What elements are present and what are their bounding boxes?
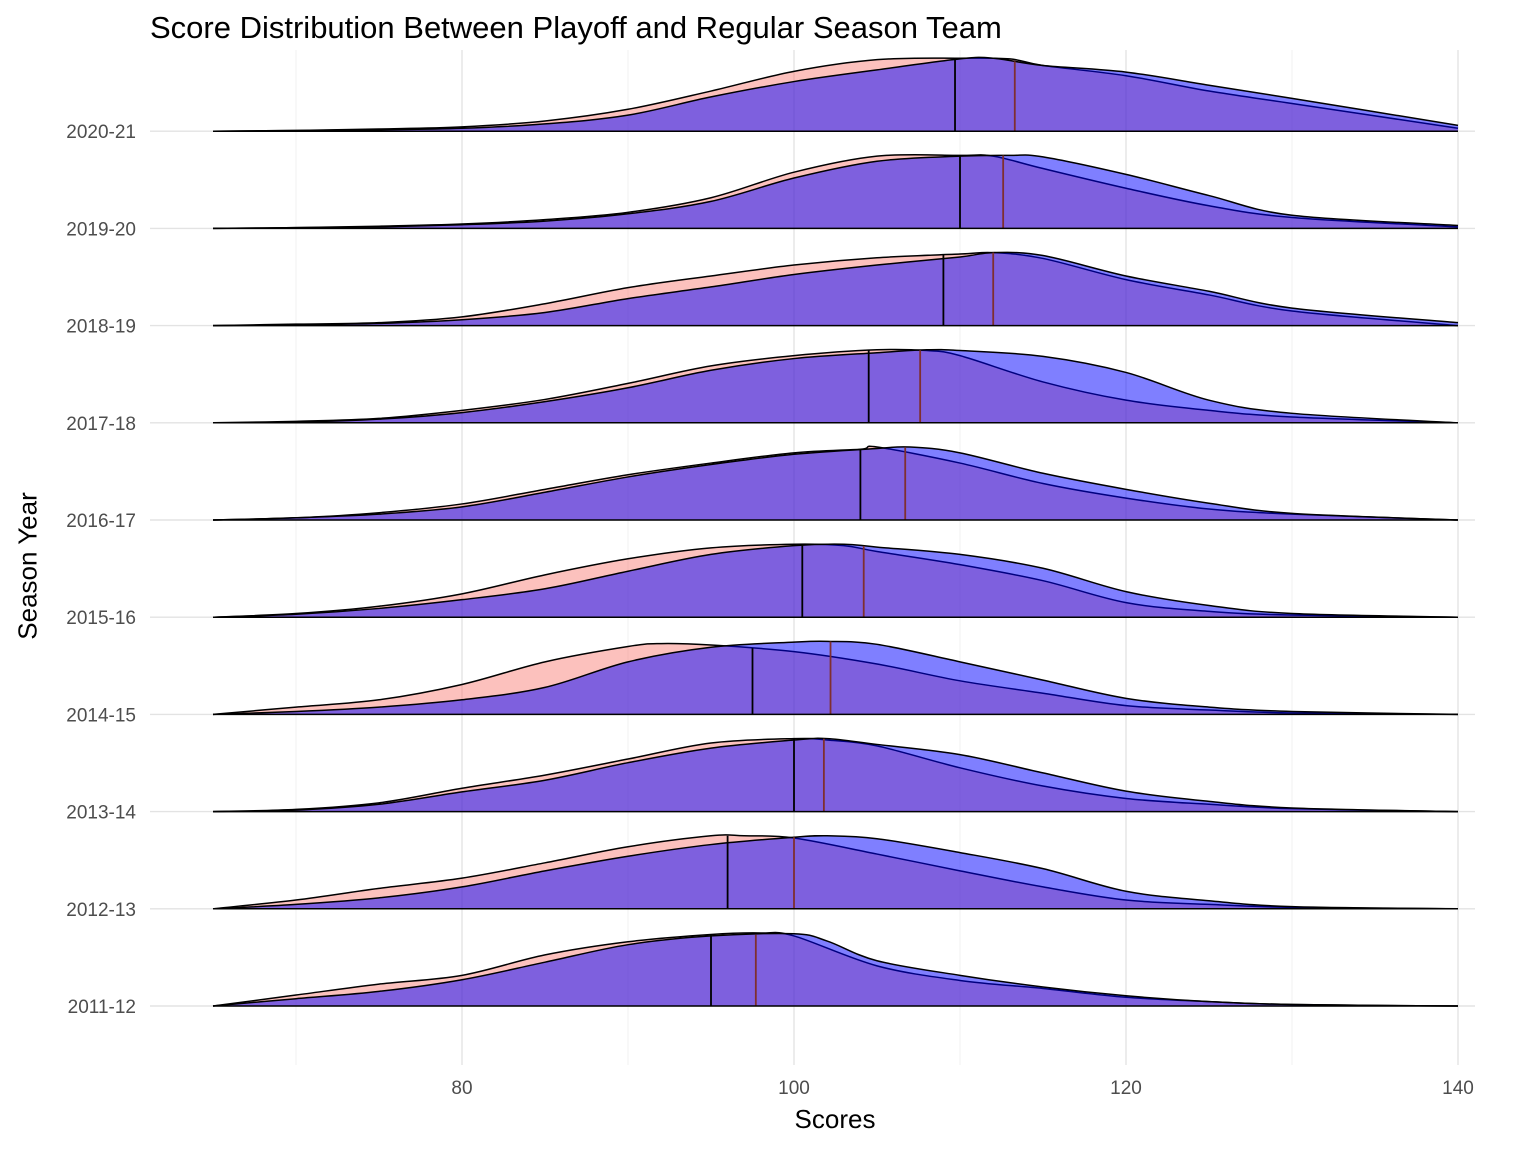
y-axis-label: Season Year xyxy=(12,492,43,640)
x-tick-label: 100 xyxy=(778,1078,810,1099)
playoff-density-area-2011-12 xyxy=(213,933,1458,1006)
x-tick-label: 140 xyxy=(1442,1078,1474,1099)
y-tick-label: 2015-16 xyxy=(66,608,136,629)
playoff-density-outline-2017-18 xyxy=(212,348,1459,424)
playoff-density-area-2020-21 xyxy=(213,57,1458,132)
playoff-density-area-2016-17 xyxy=(213,446,1458,520)
playoff-density-outline-2016-17 xyxy=(212,445,1459,521)
y-tick-label: 2013-14 xyxy=(66,803,136,824)
x-tick-label: 120 xyxy=(1110,1078,1142,1099)
playoff-density-area-2014-15 xyxy=(213,641,1458,715)
playoff-density-outline-2019-20 xyxy=(212,154,1459,230)
x-tick-label: 80 xyxy=(451,1078,472,1099)
playoff-density-outline-2013-14 xyxy=(212,737,1459,813)
y-tick-label: 2020-21 xyxy=(66,122,136,143)
playoff-density-area-2019-20 xyxy=(213,154,1458,229)
y-tick-label: 2012-13 xyxy=(66,900,136,921)
y-tick-label: 2016-17 xyxy=(66,511,136,532)
playoff-density-area-2015-16 xyxy=(213,544,1458,618)
y-tick-label: 2019-20 xyxy=(66,219,136,240)
playoff-density-area-2013-14 xyxy=(213,738,1458,812)
playoff-density-area-2018-19 xyxy=(213,252,1458,326)
playoff-density-outline-2015-16 xyxy=(212,543,1459,618)
playoff-density-outline-2011-12 xyxy=(212,932,1459,1007)
playoff-density-area-2017-18 xyxy=(213,349,1458,423)
y-tick-label: 2011-12 xyxy=(68,997,136,1018)
playoff-density-outline-2020-21 xyxy=(212,56,1459,132)
y-tick-label: 2018-19 xyxy=(66,317,136,338)
playoff-density-outline-2018-19 xyxy=(212,251,1459,327)
x-axis-label: Scores xyxy=(794,1104,876,1134)
playoff-density-outline-2012-13 xyxy=(212,834,1459,910)
playoff-density-outline-2014-15 xyxy=(212,640,1459,716)
y-tick-label: 2014-15 xyxy=(66,705,136,726)
chart-title: Score Distribution Between Playoff and R… xyxy=(150,10,1002,45)
y-tick-label: 2017-18 xyxy=(66,414,136,435)
playoff-density-area-2012-13 xyxy=(213,835,1458,909)
